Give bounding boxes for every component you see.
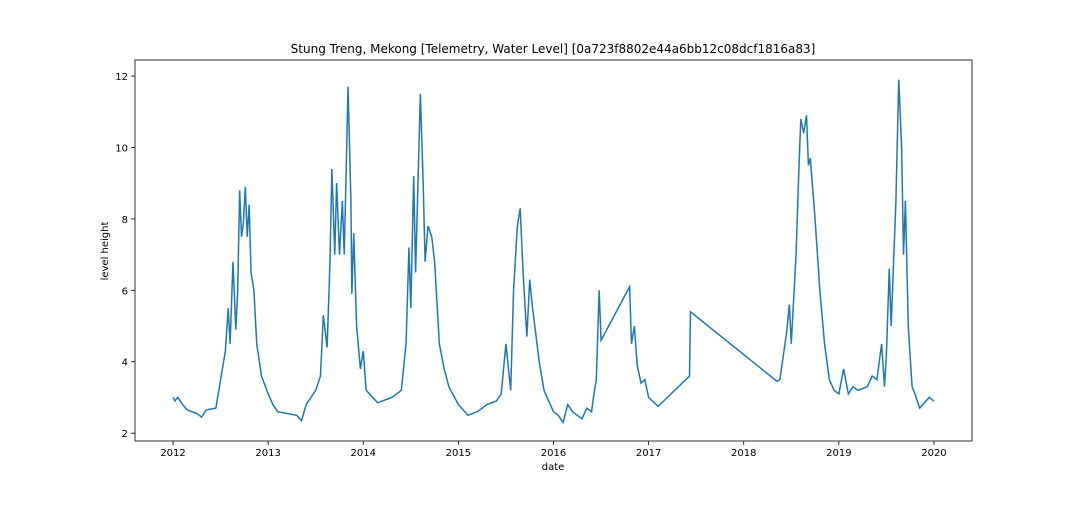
x-tick-label: 2014 xyxy=(351,448,376,459)
x-axis-label: date xyxy=(542,462,565,473)
x-tick-label: 2012 xyxy=(160,448,185,459)
chart-title: Stung Treng, Mekong [Telemetry, Water Le… xyxy=(291,42,816,56)
x-tick-label: 2019 xyxy=(826,448,851,459)
y-axis-label: level height xyxy=(100,222,111,281)
x-tick-label: 2016 xyxy=(541,448,566,459)
y-tick-label: 2 xyxy=(122,429,128,440)
x-tick-label: 2020 xyxy=(921,448,946,459)
x-tick-label: 2013 xyxy=(255,448,280,459)
y-tick-label: 10 xyxy=(115,143,128,154)
x-tick-label: 2017 xyxy=(636,448,661,459)
x-tick-label: 2015 xyxy=(446,448,471,459)
y-tick-label: 8 xyxy=(122,215,128,226)
x-tick-label: 2018 xyxy=(731,448,756,459)
y-tick-label: 4 xyxy=(122,358,128,369)
data-line xyxy=(172,79,935,425)
y-tick-label: 12 xyxy=(115,72,128,83)
y-tick-label: 6 xyxy=(122,286,128,297)
